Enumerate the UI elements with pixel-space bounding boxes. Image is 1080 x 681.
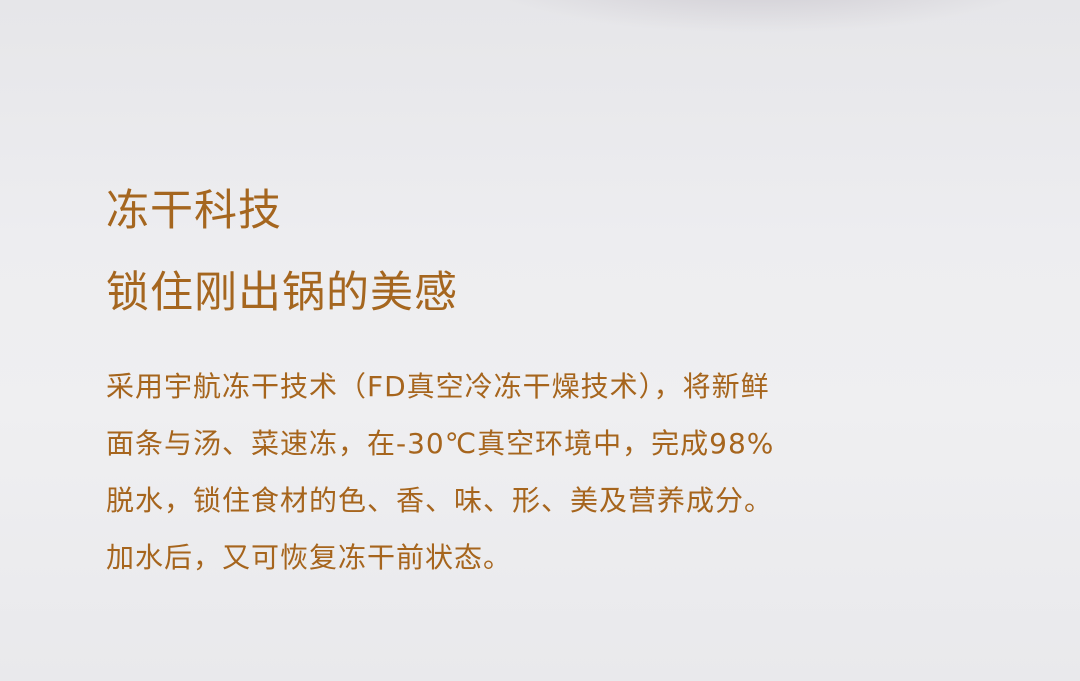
description-line-3: 脱水，锁住食材的色、香、味、形、美及营养成分。 <box>106 484 774 517</box>
description-line-1: 采用宇航冻干技术（FD真空冷冻干燥技术），将新鲜 <box>106 370 770 403</box>
description-line-2: 面条与汤、菜速冻，在-30℃真空环境中，完成98% <box>106 427 775 460</box>
description-paragraph: 采用宇航冻干技术（FD真空冷冻干燥技术），将新鲜 面条与汤、菜速冻，在-30℃真… <box>106 358 1006 586</box>
heading-line-1: 冻干科技 <box>106 186 282 236</box>
description-line-4: 加水后，又可恢复冻干前状态。 <box>106 541 513 574</box>
feature-section: 冻干科技 锁住刚出锅的美感 采用宇航冻干技术（FD真空冷冻干燥技术），将新鲜 面… <box>106 170 1006 586</box>
heading-line-2: 锁住刚出锅的美感 <box>106 268 458 318</box>
